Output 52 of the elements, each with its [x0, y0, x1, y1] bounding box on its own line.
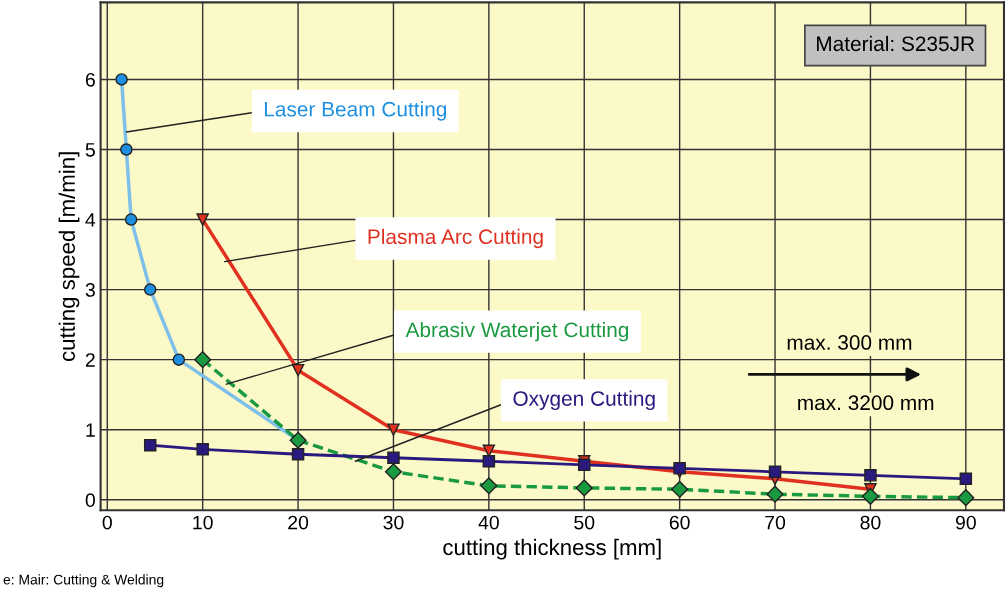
point [387, 423, 400, 436]
point [172, 353, 186, 366]
point [384, 463, 403, 481]
y-tick-label: 5 [85, 143, 95, 157]
y-tick-label: 0 [85, 493, 95, 508]
point [387, 451, 400, 465]
annotation: max. 300 mm [787, 335, 912, 350]
annotation: max. 3200 mm [798, 395, 934, 411]
point [766, 485, 784, 503]
point [959, 472, 973, 486]
point [671, 480, 689, 498]
x-tick-label: 70 [765, 515, 786, 530]
point [480, 477, 498, 495]
x-tick-label: 40 [478, 515, 499, 530]
x-tick-label: 30 [383, 515, 404, 530]
y-tick-label: 4 [85, 213, 96, 227]
point [575, 479, 593, 497]
x-tick-label: 10 [193, 515, 213, 530]
text: Plasma Arc Cutting [368, 228, 543, 249]
x-tick-label: 0 [102, 515, 112, 530]
point [861, 487, 879, 505]
x-tick-label: 90 [955, 515, 976, 530]
y-tick-label: 1 [86, 423, 95, 437]
text: Abrasiv Waterjet Cutting [405, 321, 629, 342]
text: Oxygen Cutting [513, 390, 655, 411]
point [120, 143, 133, 156]
text: Laser Beam Cutting [264, 101, 447, 121]
text: e: Mair: Cutting & Welding [3, 574, 164, 588]
point [482, 455, 496, 468]
point [291, 448, 305, 461]
point [864, 469, 877, 482]
point [115, 73, 128, 86]
point [143, 438, 157, 452]
y-tick-label: 6 [85, 72, 95, 87]
point [143, 283, 157, 296]
x-tick-label: 60 [669, 515, 690, 530]
point [673, 462, 686, 475]
point [291, 363, 305, 377]
point [194, 351, 212, 369]
x-tick-label: 20 [288, 515, 309, 530]
y-tick-label: 2 [85, 353, 95, 367]
x-tick-label: 80 [860, 515, 881, 530]
x-axis-title: cutting thickness [mm] [443, 538, 661, 560]
point [768, 465, 782, 479]
y-tick-label: 3 [85, 283, 95, 297]
point [196, 213, 209, 226]
point [196, 443, 209, 456]
point [957, 489, 975, 507]
y-axis-title: cutting speed [m/min] [58, 152, 80, 361]
x-tick-label: 50 [574, 515, 595, 530]
point [124, 213, 138, 226]
annotation: Material: S235JR [817, 35, 975, 52]
